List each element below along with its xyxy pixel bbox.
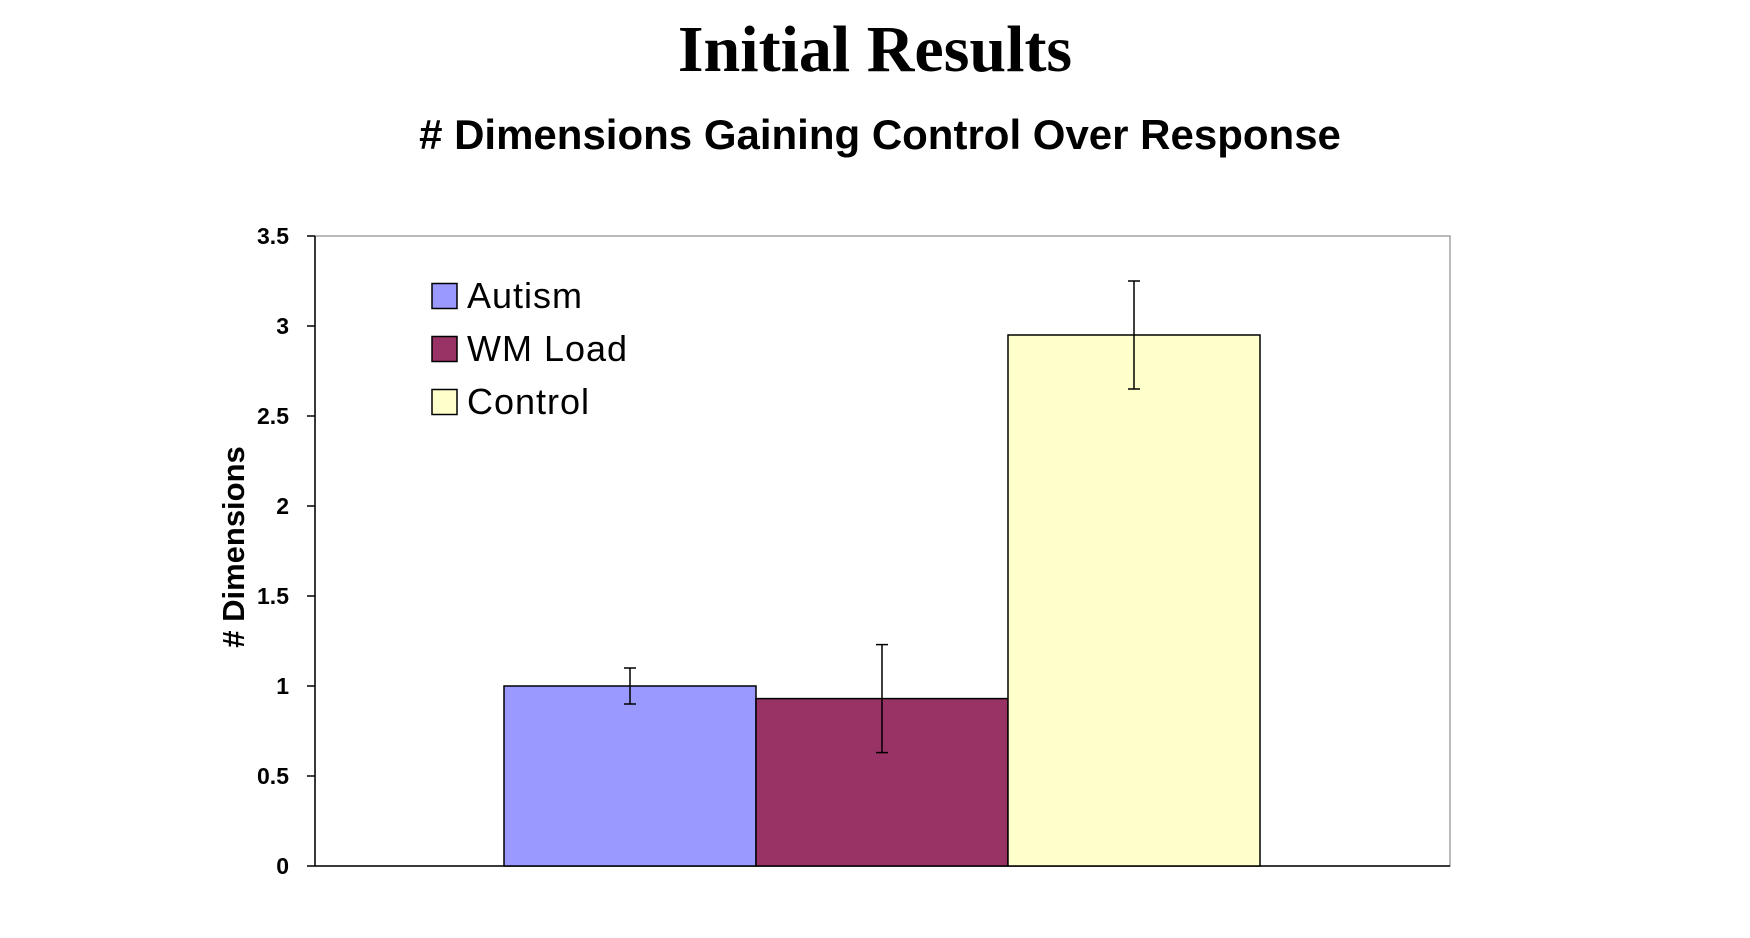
slide-title: Initial Results: [677, 13, 1073, 86]
legend: Autism WM Load Control: [431, 275, 628, 422]
bars: [503, 334, 1261, 867]
y-tick-label: 0.5: [257, 763, 289, 789]
legend-swatch: [431, 335, 458, 363]
y-tick-label: 1.5: [257, 583, 289, 609]
y-tick-label: 3.5: [257, 223, 289, 249]
legend-label: Control: [467, 381, 590, 422]
y-tick-label: 2: [276, 493, 289, 519]
legend-label: Autism: [467, 275, 583, 316]
legend-item-autism: Autism: [431, 275, 583, 316]
error-bar-wm-load: [876, 643, 888, 754]
bar-autism: [503, 685, 757, 867]
y-tick-label: 2.5: [257, 403, 289, 429]
y-tick-label: 0: [276, 853, 289, 879]
error-bars: [624, 280, 1140, 754]
y-tick-label: 1: [276, 673, 289, 699]
legend-swatch: [431, 282, 458, 310]
chart-title: # Dimensions Gaining Control Over Respon…: [419, 111, 1341, 158]
legend-item-wm-load: WM Load: [431, 328, 628, 369]
error-bar-control: [1128, 280, 1140, 390]
legend-label: WM Load: [467, 328, 628, 369]
legend-item-control: Control: [431, 381, 590, 422]
legend-swatch: [431, 388, 458, 416]
error-bar-autism: [624, 667, 636, 705]
y-axis-label: # Dimensions: [216, 446, 251, 648]
y-tick-label: 3: [276, 313, 289, 339]
bar-control: [1007, 334, 1261, 867]
